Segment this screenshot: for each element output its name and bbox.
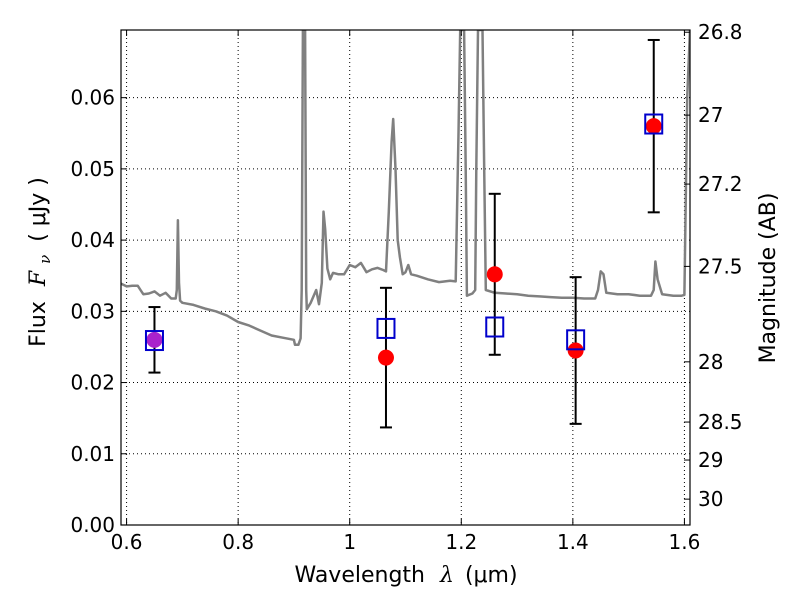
- y-tick-label: 0.06: [70, 86, 115, 110]
- y-tick-label: 0.04: [70, 228, 115, 252]
- model-photometry-square: [144, 330, 164, 352]
- model-photometry-square: [566, 329, 586, 351]
- y-tick-label: 0.00: [70, 513, 115, 537]
- plot-frame: [120, 29, 691, 526]
- y2-tick-label: 27.2: [698, 172, 743, 196]
- x-axis-label-text: Wavelength: [294, 563, 425, 588]
- x-axis-label-unit: (μm): [465, 563, 518, 588]
- x-tick-label: 1.4: [557, 530, 589, 554]
- y2-tick-label: 28.5: [698, 410, 743, 434]
- observed-point: [486, 266, 503, 283]
- y-axis-label-unit: ( μJy ): [26, 177, 51, 242]
- observed-point: [377, 349, 394, 366]
- y-tick-label: 0.02: [70, 371, 115, 395]
- y-axis-label-subscript: ν: [36, 255, 54, 264]
- x-tick-label: 0.8: [222, 530, 254, 554]
- y-tick-label: 0.01: [70, 442, 115, 466]
- model-spectrum-layer: [121, 30, 690, 347]
- observed-point: [645, 118, 662, 135]
- x-tick-label: 0.6: [111, 530, 143, 554]
- model-photometry-square: [376, 317, 396, 339]
- y-tick-label: 0.03: [70, 299, 115, 323]
- model-spectrum-line: [121, 30, 690, 347]
- y2-tick-label: 27.5: [698, 254, 743, 278]
- x-axis-label-symbol: λ: [439, 563, 454, 588]
- y-axis-label-symbol: F: [26, 270, 51, 287]
- y2-axis-label: Magnitude (AB): [756, 193, 781, 364]
- x-axis-label: Wavelength λ (μm): [294, 563, 517, 588]
- y-tick-label: 0.05: [70, 157, 115, 181]
- axes-layer: 0.6 0.8 1 1.2 1.4 1.6 0.00 0.01 0.02 0.03 0.04 0.05…: [70, 20, 742, 554]
- model-photometry-square: [644, 113, 664, 135]
- y2-tick-label: 30: [698, 487, 723, 511]
- y-axis-label: Flux F ν ( μJy ): [26, 177, 56, 347]
- x-tick-label: 1.2: [445, 530, 477, 554]
- y-axis-label-text: Flux: [26, 301, 51, 347]
- y2-tick-label: 26.8: [698, 20, 743, 44]
- model-photometry-square: [485, 316, 505, 338]
- y2-tick-label: 29: [698, 448, 723, 472]
- y2-tick-label: 27: [698, 103, 723, 127]
- observed-point: [567, 342, 584, 359]
- x-tick-label: 1.6: [669, 530, 701, 554]
- marker-layer: [144, 38, 664, 429]
- observed-point: [146, 331, 163, 348]
- y2-tick-label: 28: [698, 350, 723, 374]
- x-tick-label: 1: [343, 530, 356, 554]
